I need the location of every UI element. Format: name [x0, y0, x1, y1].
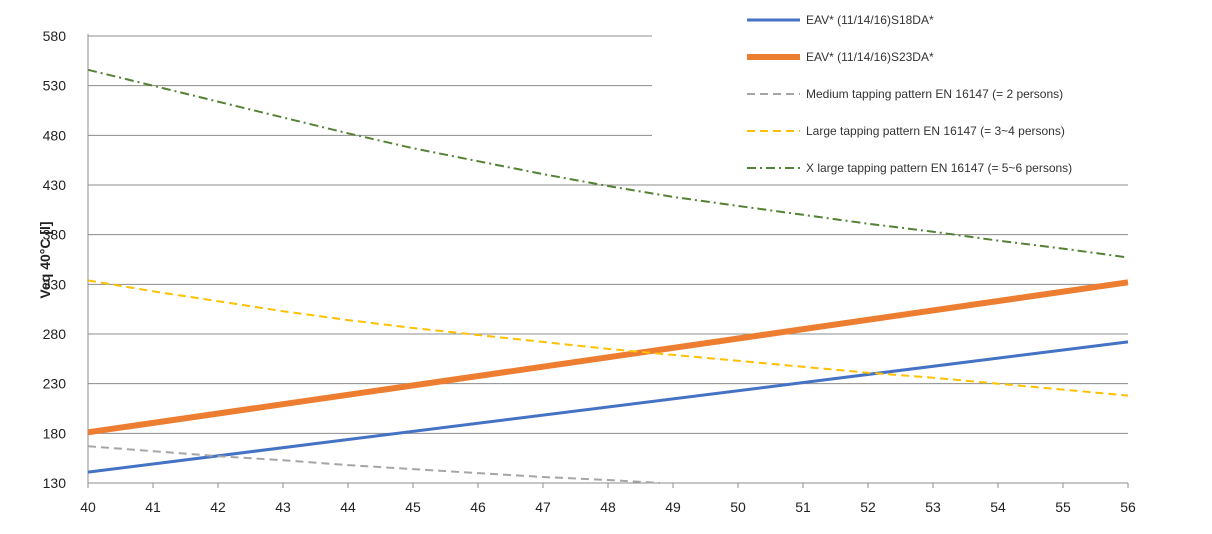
- legend-label: EAV* (11/14/16)S18DA*: [806, 13, 934, 27]
- x-tick-label: 48: [600, 499, 616, 515]
- y-tick-label: 180: [43, 425, 67, 441]
- x-tick-label: 56: [1120, 499, 1136, 515]
- series-line-3: [87, 445, 661, 484]
- series-line-2: [87, 279, 1129, 436]
- legend-label: Large tapping pattern EN 16147 (= 3~4 pe…: [806, 124, 1065, 138]
- x-tick-label: 42: [210, 499, 226, 515]
- x-tick-label: 53: [925, 499, 941, 515]
- y-tick-label: 230: [43, 376, 67, 392]
- legend-background: [652, 4, 1172, 184]
- y-tick-label: 530: [43, 78, 67, 94]
- x-tick-label: 41: [145, 499, 161, 515]
- x-axis-ticks: 40 41 42 43 44 45 46 47 48 49 50 51 52 53 54 55 56: [80, 483, 1136, 515]
- x-tick-label: 46: [470, 499, 486, 515]
- legend-label: EAV* (11/14/16)S23DA*: [806, 50, 934, 64]
- x-tick-label: 47: [535, 499, 551, 515]
- y-axis-ticks: 180 230 280 330 380 430 480 530 580 130: [43, 28, 67, 491]
- x-tick-label: 49: [665, 499, 681, 515]
- legend: EAV* (11/14/16)S18DA* EAV* (11/14/16)S23D…: [652, 4, 1172, 184]
- legend-label: X large tapping pattern EN 16147 (= 5~6 …: [806, 161, 1072, 175]
- x-tick-label: 54: [990, 499, 1006, 515]
- series-lines: [87, 68, 1129, 484]
- y-tick-label: 330: [43, 276, 67, 292]
- x-tick-label: 55: [1055, 499, 1071, 515]
- y-tick-label: 480: [43, 127, 67, 143]
- x-tick-label: 52: [860, 499, 876, 515]
- x-tick-label: 43: [275, 499, 291, 515]
- x-tick-label: 40: [80, 499, 96, 515]
- y-axis-label: Veq 40°C [l]: [37, 221, 53, 298]
- legend-label: Medium tapping pattern EN 16147 (= 2 per…: [806, 87, 1063, 101]
- x-tick-label: 51: [795, 499, 811, 515]
- y-tick-label: 280: [43, 326, 67, 342]
- y-tick-label: 130: [43, 475, 67, 491]
- x-tick-label: 45: [405, 499, 421, 515]
- x-tick-label: 44: [340, 499, 356, 515]
- x-tick-label: 50: [730, 499, 746, 515]
- y-tick-label: 430: [43, 177, 67, 193]
- y-tick-label: 580: [43, 28, 67, 44]
- series-line-5: [87, 68, 1129, 259]
- y-tick-label: 380: [43, 227, 67, 243]
- series-line-1: [87, 340, 1129, 474]
- series-line-4: [87, 279, 1129, 397]
